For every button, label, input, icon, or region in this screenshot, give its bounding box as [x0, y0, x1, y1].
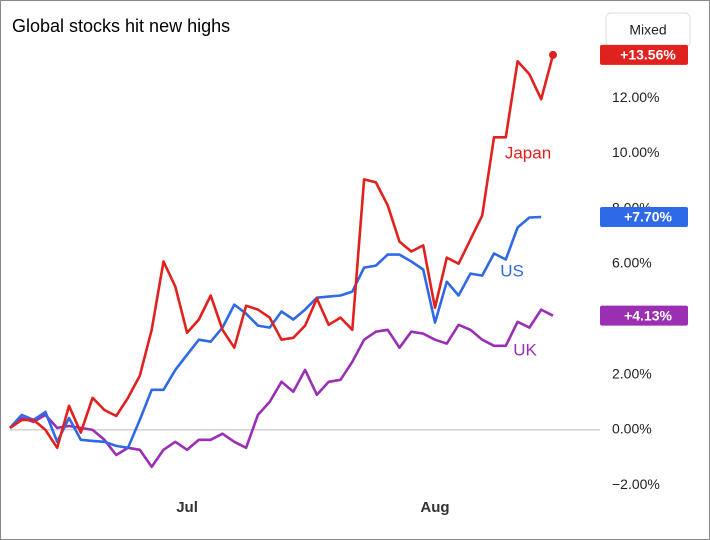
- series-line: [9, 308, 554, 469]
- value-badge: [600, 44, 688, 65]
- series-label: Japan: [505, 143, 551, 162]
- end-dot: [549, 50, 557, 59]
- y-tick-label: 0.00%: [612, 421, 652, 437]
- x-tick-label: Jul: [176, 499, 198, 516]
- series-line: [9, 215, 542, 450]
- y-tick-label: −2.00%: [612, 476, 660, 492]
- plot: Jul Aug UK US Japan: [9, 50, 600, 516]
- series-label: US: [500, 261, 524, 280]
- mixed-button-label[interactable]: Mixed: [629, 22, 666, 38]
- y-tick-label: 6.00%: [612, 255, 652, 271]
- value-badge-label: +4.13%: [624, 307, 672, 323]
- y-tick-label: 10.00%: [612, 144, 659, 160]
- value-badge: [600, 305, 688, 326]
- chart-title: Global stocks hit new highs: [12, 16, 230, 36]
- value-badge: [600, 206, 688, 227]
- y-tick-label: 2.00%: [612, 365, 652, 381]
- x-tick-label: Aug: [420, 499, 449, 516]
- series-label: UK: [513, 340, 537, 359]
- value-badge-label: +7.70%: [624, 209, 672, 225]
- badges: +4.13% +7.70% +13.56%: [600, 44, 688, 326]
- value-badge-label: +13.56%: [620, 47, 676, 63]
- y-tick-label: 12.00%: [612, 89, 659, 105]
- series-line: [9, 54, 555, 450]
